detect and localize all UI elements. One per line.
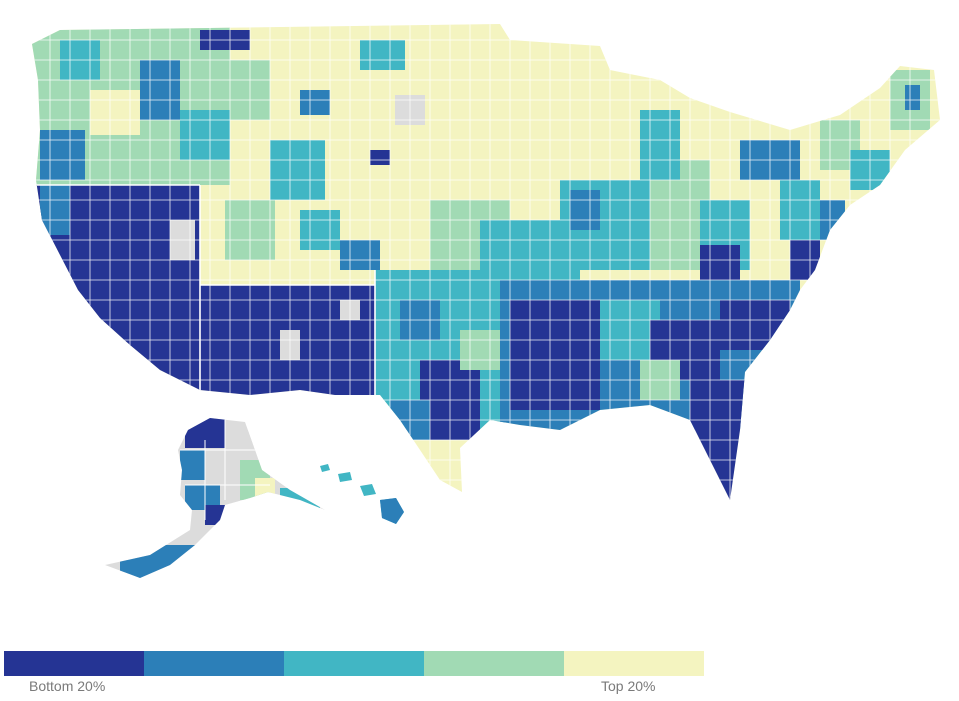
hawaii-counties [320,464,404,524]
legend-swatch-60-80 [424,651,564,676]
legend-swatch-bottom-20 [4,651,144,676]
legend-label-high: Top 20% [601,678,656,694]
legend-label-low: Bottom 20% [29,678,106,694]
legend-swatch-20-40 [144,651,284,676]
us-county-map-svg [32,24,940,578]
legend-swatch-top-20 [564,651,704,676]
alaska-counties [105,418,325,578]
legend-swatch-40-60 [284,651,424,676]
legend-color-scale [4,651,704,676]
choropleth-map [32,24,940,578]
contiguous-us-counties [32,24,940,500]
